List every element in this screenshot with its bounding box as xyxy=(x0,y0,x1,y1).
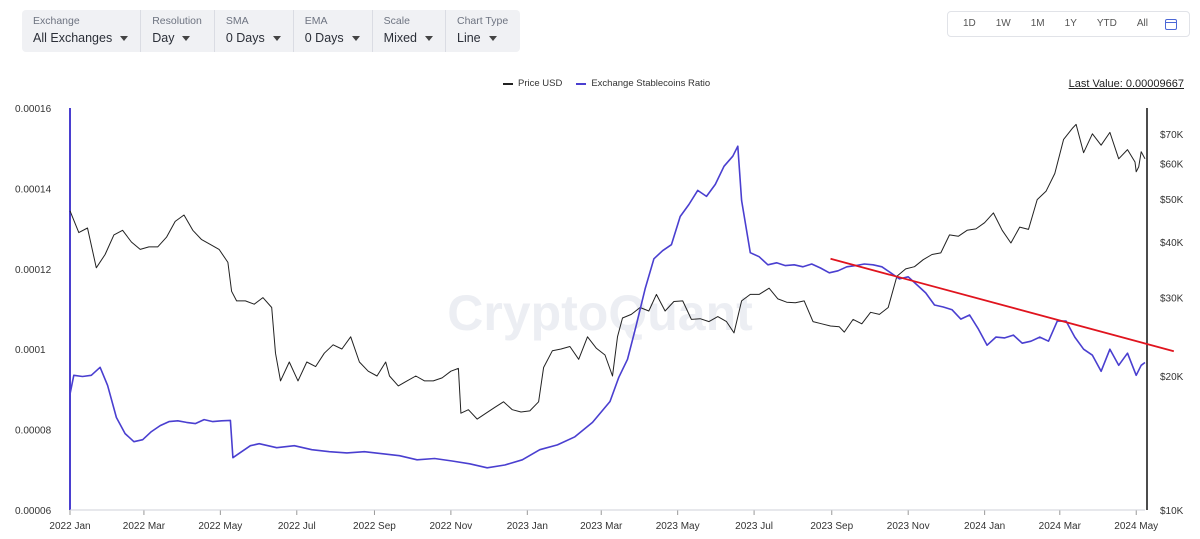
x-tick-label: 2022 Mar xyxy=(123,521,166,532)
chevron-down-icon xyxy=(425,35,433,41)
right-tick-label: $40K xyxy=(1160,238,1184,249)
range-1d-button[interactable]: 1D xyxy=(962,18,976,29)
price-usd-line xyxy=(69,123,1146,420)
legend-item-ratio[interactable]: Exchange Stablecoins Ratio xyxy=(576,78,710,89)
legend-swatch-price xyxy=(503,82,513,85)
exchange-label: Exchange xyxy=(33,15,80,27)
x-tick-label: 2023 Jul xyxy=(735,521,773,532)
stablecoins-ratio-line xyxy=(69,145,1146,469)
last-value-readout[interactable]: Last Value: 0.00009667 xyxy=(1068,78,1184,90)
right-tick-label: $30K xyxy=(1160,294,1184,305)
right-tick-label: $20K xyxy=(1160,372,1184,383)
ema-label: EMA xyxy=(304,15,328,27)
right-tick-label: $60K xyxy=(1160,160,1184,171)
exchange-value: All Exchanges xyxy=(33,31,113,45)
sma-selector[interactable]: SMA 0 Days xyxy=(215,10,294,52)
chart-canvas: CryptoQuant 0.000060.000080.00010.000120… xyxy=(15,104,1184,532)
annotation-layer xyxy=(830,257,1175,353)
chevron-down-icon xyxy=(351,35,360,41)
x-tick-label: 2023 May xyxy=(656,521,700,532)
left-tick-label: 0.00012 xyxy=(15,265,52,276)
right-axis: $10K $20K $30K $40K $50K $60K $70K xyxy=(1146,108,1184,517)
chevron-down-icon xyxy=(488,35,497,41)
resolution-value: Day xyxy=(152,31,175,45)
trendline-annotation xyxy=(830,257,1175,353)
sma-value: 0 Days xyxy=(225,31,265,45)
x-tick-label: 2022 Sep xyxy=(353,521,396,532)
x-tick-label: 2022 Nov xyxy=(429,521,472,532)
range-1y-button[interactable]: 1Y xyxy=(1064,18,1077,29)
exchange-selector[interactable]: Exchange All Exchanges xyxy=(22,10,142,52)
scale-label: Scale xyxy=(383,15,410,27)
resolution-selector[interactable]: Resolution Day xyxy=(141,10,215,52)
range-all-button[interactable]: All xyxy=(1136,18,1148,29)
left-tick-label: 0.00006 xyxy=(15,506,52,517)
x-tick-label: 2024 May xyxy=(1114,521,1158,532)
chart-type-selector[interactable]: Chart Type Line xyxy=(446,10,520,52)
chevron-down-icon xyxy=(272,35,281,41)
ema-selector[interactable]: EMA 0 Days xyxy=(294,10,373,52)
left-tick-label: 0.0001 xyxy=(15,345,46,356)
series-layer xyxy=(69,123,1146,469)
x-tick-label: 2024 Jan xyxy=(964,521,1005,532)
chart-type-label: Chart Type xyxy=(457,15,509,27)
legend-label-price: Price USD xyxy=(518,78,563,89)
range-1m-button[interactable]: 1M xyxy=(1030,18,1045,29)
range-1w-button[interactable]: 1W xyxy=(995,18,1011,29)
right-tick-label: $70K xyxy=(1160,130,1184,141)
x-tick-label: 2023 Sep xyxy=(810,521,853,532)
resolution-label: Resolution xyxy=(152,15,202,27)
chart-legend: Price USD Exchange Stablecoins Ratio xyxy=(503,78,710,89)
x-axis: 2022 Jan 2022 Mar 2022 May 2022 Jul 2022 Sep… xyxy=(49,509,1158,532)
x-tick-label: 2022 Jan xyxy=(49,521,90,532)
ema-value: 0 Days xyxy=(304,31,344,45)
scale-selector[interactable]: Scale Mixed xyxy=(373,10,446,52)
chart-controls-toolbar: Exchange All Exchanges Resolution Day SM… xyxy=(22,10,521,52)
legend-swatch-ratio xyxy=(576,82,587,85)
left-tick-label: 0.00008 xyxy=(15,426,52,437)
legend-label-ratio: Exchange Stablecoins Ratio xyxy=(591,78,711,89)
x-tick-label: 2022 Jul xyxy=(278,521,316,532)
chevron-down-icon xyxy=(120,35,129,41)
scale-value: Mixed xyxy=(383,31,417,45)
left-tick-label: 0.00014 xyxy=(15,184,52,195)
x-tick-label: 2023 Jan xyxy=(507,521,548,532)
chart-type-value: Line xyxy=(457,31,481,45)
chevron-down-icon xyxy=(182,35,191,41)
legend-item-price[interactable]: Price USD xyxy=(503,78,562,89)
left-axis: 0.00006 0.00008 0.0001 0.00012 0.00014 0.0001… xyxy=(15,104,71,517)
left-tick-label: 0.00016 xyxy=(15,104,52,115)
x-tick-label: 2023 Mar xyxy=(580,521,623,532)
x-tick-label: 2024 Mar xyxy=(1039,521,1082,532)
time-range-selector: 1D 1W 1M 1Y YTD All xyxy=(946,11,1190,37)
right-tick-label: $10K xyxy=(1160,506,1184,517)
range-ytd-button[interactable]: YTD xyxy=(1096,18,1117,29)
calendar-icon[interactable] xyxy=(1165,18,1177,30)
x-tick-label: 2022 May xyxy=(198,521,242,532)
sma-label: SMA xyxy=(225,15,249,27)
x-tick-label: 2023 Nov xyxy=(887,521,930,532)
right-tick-label: $50K xyxy=(1160,195,1184,206)
watermark-text: CryptoQuant xyxy=(447,285,753,341)
